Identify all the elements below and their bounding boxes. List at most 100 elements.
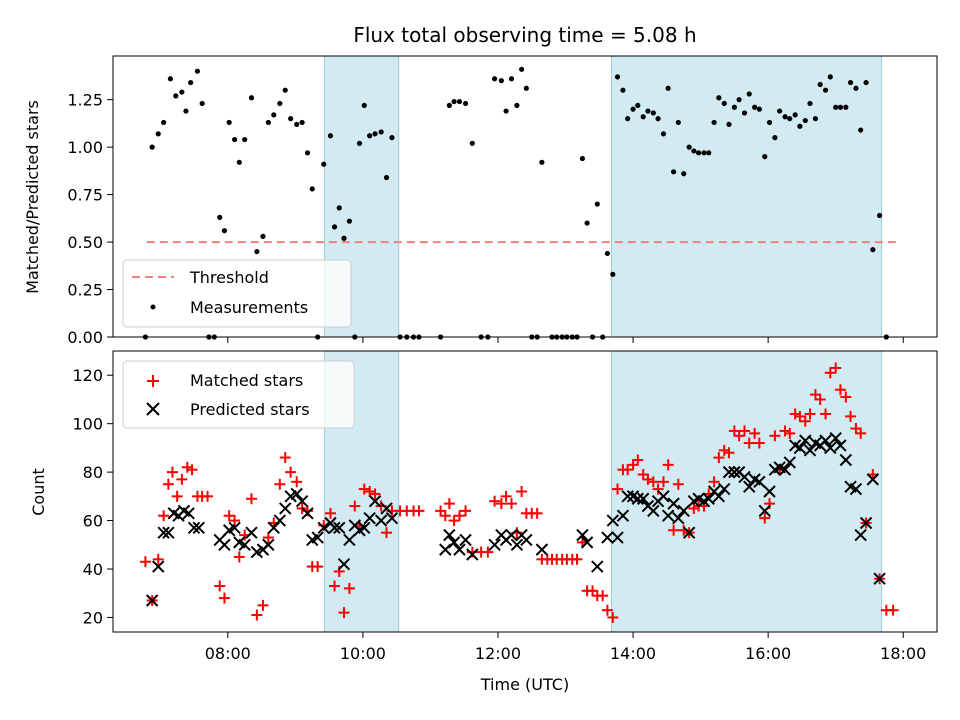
matched-point: [181, 461, 193, 473]
chart-title: Flux total observing time = 5.08 h: [353, 23, 696, 47]
measurement-point: [726, 121, 732, 127]
predicted-point: [849, 482, 863, 496]
matched-point: [343, 582, 355, 594]
measurement-point: [792, 112, 798, 118]
measurement-point: [462, 100, 469, 107]
matched-point: [850, 423, 862, 435]
measurement-point: [756, 106, 762, 112]
x-axis-label: Time (UTC): [480, 675, 569, 694]
matched-point: [435, 505, 447, 517]
measurement-point: [356, 140, 363, 146]
measurement-point: [155, 131, 161, 137]
measurement-point: [691, 148, 697, 154]
measurement-point: [741, 110, 748, 116]
predicted-point: [601, 531, 614, 544]
matched-point: [291, 476, 303, 488]
measurement-point: [226, 119, 232, 126]
matched-point: [349, 500, 361, 512]
matched-point: [369, 488, 381, 500]
measurement-point: [179, 89, 185, 95]
matched-point: [759, 512, 771, 524]
measurement-point: [231, 136, 238, 143]
measurement-point: [188, 79, 194, 86]
predicted-point: [447, 536, 461, 549]
predicted-point: [758, 504, 771, 518]
matched-point: [531, 507, 543, 519]
top-y-ticks: 0.00 0.25 0.50 0.75 1.00 1.25: [67, 91, 113, 347]
predicted-point: [667, 497, 680, 510]
measurement-point: [372, 131, 378, 137]
matched-point: [784, 427, 796, 439]
top-y-tick-label: 0.25: [67, 281, 103, 300]
predicted-point: [192, 521, 205, 535]
measurement-point: [519, 66, 525, 72]
matched-point: [186, 464, 198, 476]
measurement-point: [812, 116, 819, 122]
top-y-tick-label: 0.00: [67, 328, 103, 347]
bottom-legend: Matched stars Predicted stars: [122, 360, 355, 429]
top-plot-frame: [112, 55, 938, 338]
measurement-point: [766, 119, 773, 126]
matched-point: [820, 408, 832, 420]
matched-point: [257, 599, 269, 611]
predicted-point: [453, 543, 466, 556]
matched-point: [652, 483, 664, 495]
predicted-point: [576, 528, 589, 542]
predicted-point: [279, 502, 292, 515]
predicted-point: [466, 548, 479, 561]
matched-point: [358, 483, 370, 495]
matched-point: [840, 391, 852, 403]
measurement-point: [492, 76, 498, 82]
matched-point: [587, 585, 599, 597]
measurement-point: [625, 116, 631, 122]
top-legend-box: [122, 259, 352, 328]
matched-point: [637, 469, 649, 481]
highlight-band-1: [610, 55, 883, 338]
measurement-point: [802, 117, 808, 124]
top-y-tick-label: 1.00: [67, 138, 103, 157]
matched-point: [381, 527, 393, 539]
matched-point: [495, 498, 507, 510]
x-tick-label: 16:00: [745, 644, 791, 663]
matched-point: [162, 478, 174, 490]
measurement-point: [346, 218, 352, 224]
predicted-point: [363, 511, 376, 525]
measurement-point: [665, 85, 671, 91]
measurement-point: [787, 116, 793, 122]
predicted-point: [145, 594, 159, 607]
measurement-point: [336, 205, 342, 211]
matched-point: [627, 459, 639, 471]
measurement-point: [777, 108, 783, 114]
measurement-point: [635, 102, 641, 108]
measurement-point: [523, 85, 529, 91]
measurement-point: [183, 108, 189, 114]
predicted-point: [328, 521, 341, 535]
predicted-point: [611, 531, 624, 544]
predicted-point: [273, 514, 287, 527]
measurement-point: [361, 102, 367, 108]
predicted-point: [218, 538, 231, 552]
measurement-point: [584, 220, 590, 226]
predicted-point: [606, 514, 620, 527]
matched-point: [274, 478, 286, 490]
predicted-point: [718, 482, 731, 496]
top-x-ticks: [227, 337, 904, 343]
measurement-points: [142, 66, 889, 340]
measurement-point: [620, 87, 626, 93]
predicted-point: [616, 509, 630, 522]
x-tick-label: 08:00: [205, 644, 251, 663]
matched-point: [505, 498, 517, 510]
matched-legend-label: Matched stars: [190, 371, 303, 390]
measurement-point: [236, 159, 242, 165]
measurement-point: [221, 228, 228, 234]
measurement-point: [451, 98, 457, 105]
measurement-point: [254, 248, 260, 255]
matched-point: [251, 609, 263, 621]
predicted-point: [819, 434, 832, 447]
matched-point: [804, 408, 816, 420]
measurement-point: [304, 150, 311, 156]
matched-point: [516, 486, 528, 497]
measurements-legend-label: Measurements: [190, 298, 308, 317]
matched-point: [202, 490, 214, 502]
measurement-point: [248, 95, 255, 101]
